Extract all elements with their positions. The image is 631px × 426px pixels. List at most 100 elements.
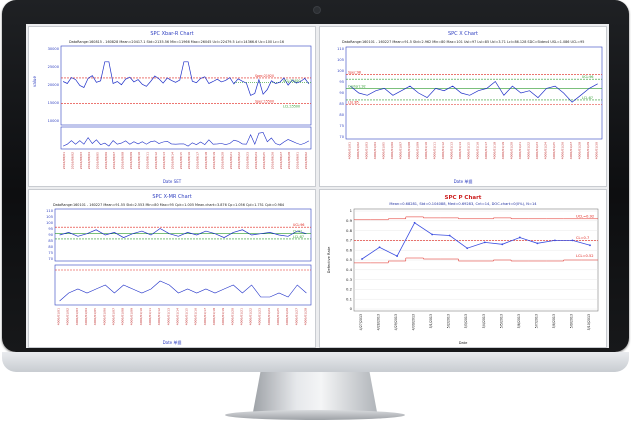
x-tick-label: 4000/01/29 <box>586 142 590 159</box>
x-tick-label: 2016/08/25 <box>262 152 266 169</box>
x-tick-label: 4000/01/18 <box>212 308 216 325</box>
data-point <box>448 234 451 237</box>
x-tick-label: 2016/08/17 <box>196 152 200 169</box>
y-axis-label: Defective Rate <box>327 246 331 273</box>
range-series-line <box>62 132 310 147</box>
data-point <box>361 258 363 260</box>
x-tick-label: 4/28/2013 <box>377 314 381 330</box>
y-tick-label: 90 <box>339 91 344 95</box>
data-point <box>571 239 574 242</box>
x-tick-label: 4000/01/11 <box>148 308 152 325</box>
x-tick-label: 4000/01/04 <box>373 142 377 159</box>
data-point <box>378 246 381 249</box>
chart-info: Mean=0.68281, Std=0.104088, Med=0.69283,… <box>389 202 537 206</box>
screen: SPC Xbar-R Chart DataRange:160815 - 1608… <box>26 24 609 348</box>
x-tick-label: 4000/01/20 <box>230 308 234 325</box>
x-tick-label: 4000/01/24 <box>544 142 548 159</box>
x-tick-label: 4000/01/20 <box>509 142 513 159</box>
x-tick-label: 4000/01/06 <box>390 142 394 159</box>
limit-annotation: LSL:85 <box>348 101 359 105</box>
limit-annotation: UCL=0.92 <box>576 215 594 219</box>
p-series-line <box>361 222 591 260</box>
x-tick-label: 4000/01/12 <box>441 142 445 159</box>
x-tick-label: 2016/08/06 <box>104 152 108 169</box>
x-tick-label: 5/10/2013 <box>587 314 591 330</box>
chart-title: SPC Xbar-R Chart <box>150 31 193 37</box>
limit-annotation: Spec:15500 <box>255 99 274 103</box>
limit-annotation: UCL:96 <box>582 75 593 79</box>
x-tick-label: 2016/08/24 <box>254 152 258 169</box>
mr-series-line <box>59 280 307 302</box>
x-tick-label: 4000/01/30 <box>595 142 599 159</box>
x-tick-label: 2016/08/09 <box>129 152 133 169</box>
x-tick-label: 5/6/2013 <box>517 314 521 328</box>
x-tick-label: 4000/01/25 <box>552 142 556 159</box>
chart-title: SPC P Chart <box>445 195 482 201</box>
x-tick-label: 4000/01/06 <box>102 308 106 325</box>
x-tick-label: 2016/08/02 <box>71 152 75 169</box>
x-tick-label: 4000/01/09 <box>416 142 420 159</box>
chart-info: DataRange:160101 - 160227 Mean=91.5 Std=… <box>342 40 584 44</box>
limit-annotation: CL:91 <box>293 230 302 234</box>
x-tick-label: 2016/08/15 <box>179 152 183 169</box>
y-tick-label: 80 <box>339 113 344 117</box>
x-tick-label: 4000/01/09 <box>130 308 134 325</box>
y-tick-label: 80 <box>48 245 53 249</box>
x-tick-label: 4000/01/07 <box>111 308 115 325</box>
x-tick-label: 4000/01/15 <box>185 308 189 325</box>
x-tick-label: 5/8/2013 <box>552 314 556 328</box>
x-tick-label: 4000/01/28 <box>303 308 307 325</box>
y-tick-label: 1 <box>350 208 353 213</box>
x-tick-label: 4000/01/24 <box>267 308 271 325</box>
x-axis-label: Date 单据 <box>163 339 182 345</box>
y-tick-label: 0 <box>350 306 353 311</box>
y-tick-label: 100 <box>46 221 54 225</box>
limit-annotation: UCL:21920 <box>283 79 301 83</box>
limit-annotation: LCL:15500 <box>283 104 300 108</box>
x-tick-label: 4000/01/26 <box>561 142 565 159</box>
y-tick-label: 70 <box>339 135 344 139</box>
limit-annotation: Spec:21920 <box>255 74 274 78</box>
y-tick-label: 0.9 <box>346 218 353 223</box>
y-axis-label: value <box>32 76 37 87</box>
monitor-chin <box>2 352 629 372</box>
x-tick-label: 4000/01/14 <box>458 142 462 159</box>
data-point <box>431 233 434 236</box>
x-tick-label: 5/2/2013 <box>447 314 451 328</box>
chart-info: DataRange:160101 - 160227 Mean=91.55 Std… <box>53 203 284 207</box>
x-tick-label: 4000/01/22 <box>526 142 530 159</box>
x-tick-label: 2016/08/04 <box>87 152 91 169</box>
x-tick-label: 4/29/2013 <box>394 314 398 330</box>
y-tick-label: 25000 <box>48 65 60 69</box>
data-point <box>518 236 521 239</box>
x-tick-label: 4000/01/05 <box>381 142 385 159</box>
x-tick-label: 2016/08/11 <box>146 152 150 169</box>
x-axis-label: Date 单据 <box>454 178 473 184</box>
y-tick-label: 0.1 <box>346 296 353 301</box>
x-tick-label: 2016/08/02 <box>304 152 308 169</box>
x-mr-chart-panel: SPC X-MR Chart DataRange:160101 - 160227… <box>28 189 316 348</box>
webcam-icon <box>313 6 321 14</box>
lcl-line <box>354 257 598 264</box>
x-tick-label: 4000/01/23 <box>535 142 539 159</box>
x-tick-label: 5/9/2013 <box>569 314 573 328</box>
xbar-series-line <box>62 61 310 96</box>
x-tick-label: 4000/01/03 <box>364 142 368 159</box>
data-point <box>554 239 556 242</box>
x-tick-label: 5/4/2013 <box>482 314 486 328</box>
x-tick-label: 4000/01/26 <box>285 308 289 325</box>
xbar-r-chart-svg: SPC Xbar-R Chart DataRange:160815 - 1608… <box>32 31 312 184</box>
x-axis-label: Date <box>459 341 468 345</box>
limit-annotation: CL=0.7 <box>576 236 589 240</box>
x-tick-label: 4000/01/13 <box>450 142 454 159</box>
data-point <box>413 221 416 224</box>
plot-area-range <box>60 126 312 150</box>
plot-area-mr <box>54 264 312 306</box>
xbar-r-chart-panel: SPC Xbar-R Chart DataRange:160815 - 1608… <box>28 26 316 187</box>
x-tick-label: 2016/08/18 <box>204 152 208 169</box>
y-tick-label: 0.3 <box>346 277 353 282</box>
x-tick-label: 2016/08/01 <box>296 152 300 169</box>
y-tick-label: 15000 <box>48 101 60 105</box>
y-tick-label: 85 <box>339 102 344 106</box>
p-chart-panel: SPC P Chart Mean=0.68281, Std=0.104088, … <box>319 189 607 348</box>
